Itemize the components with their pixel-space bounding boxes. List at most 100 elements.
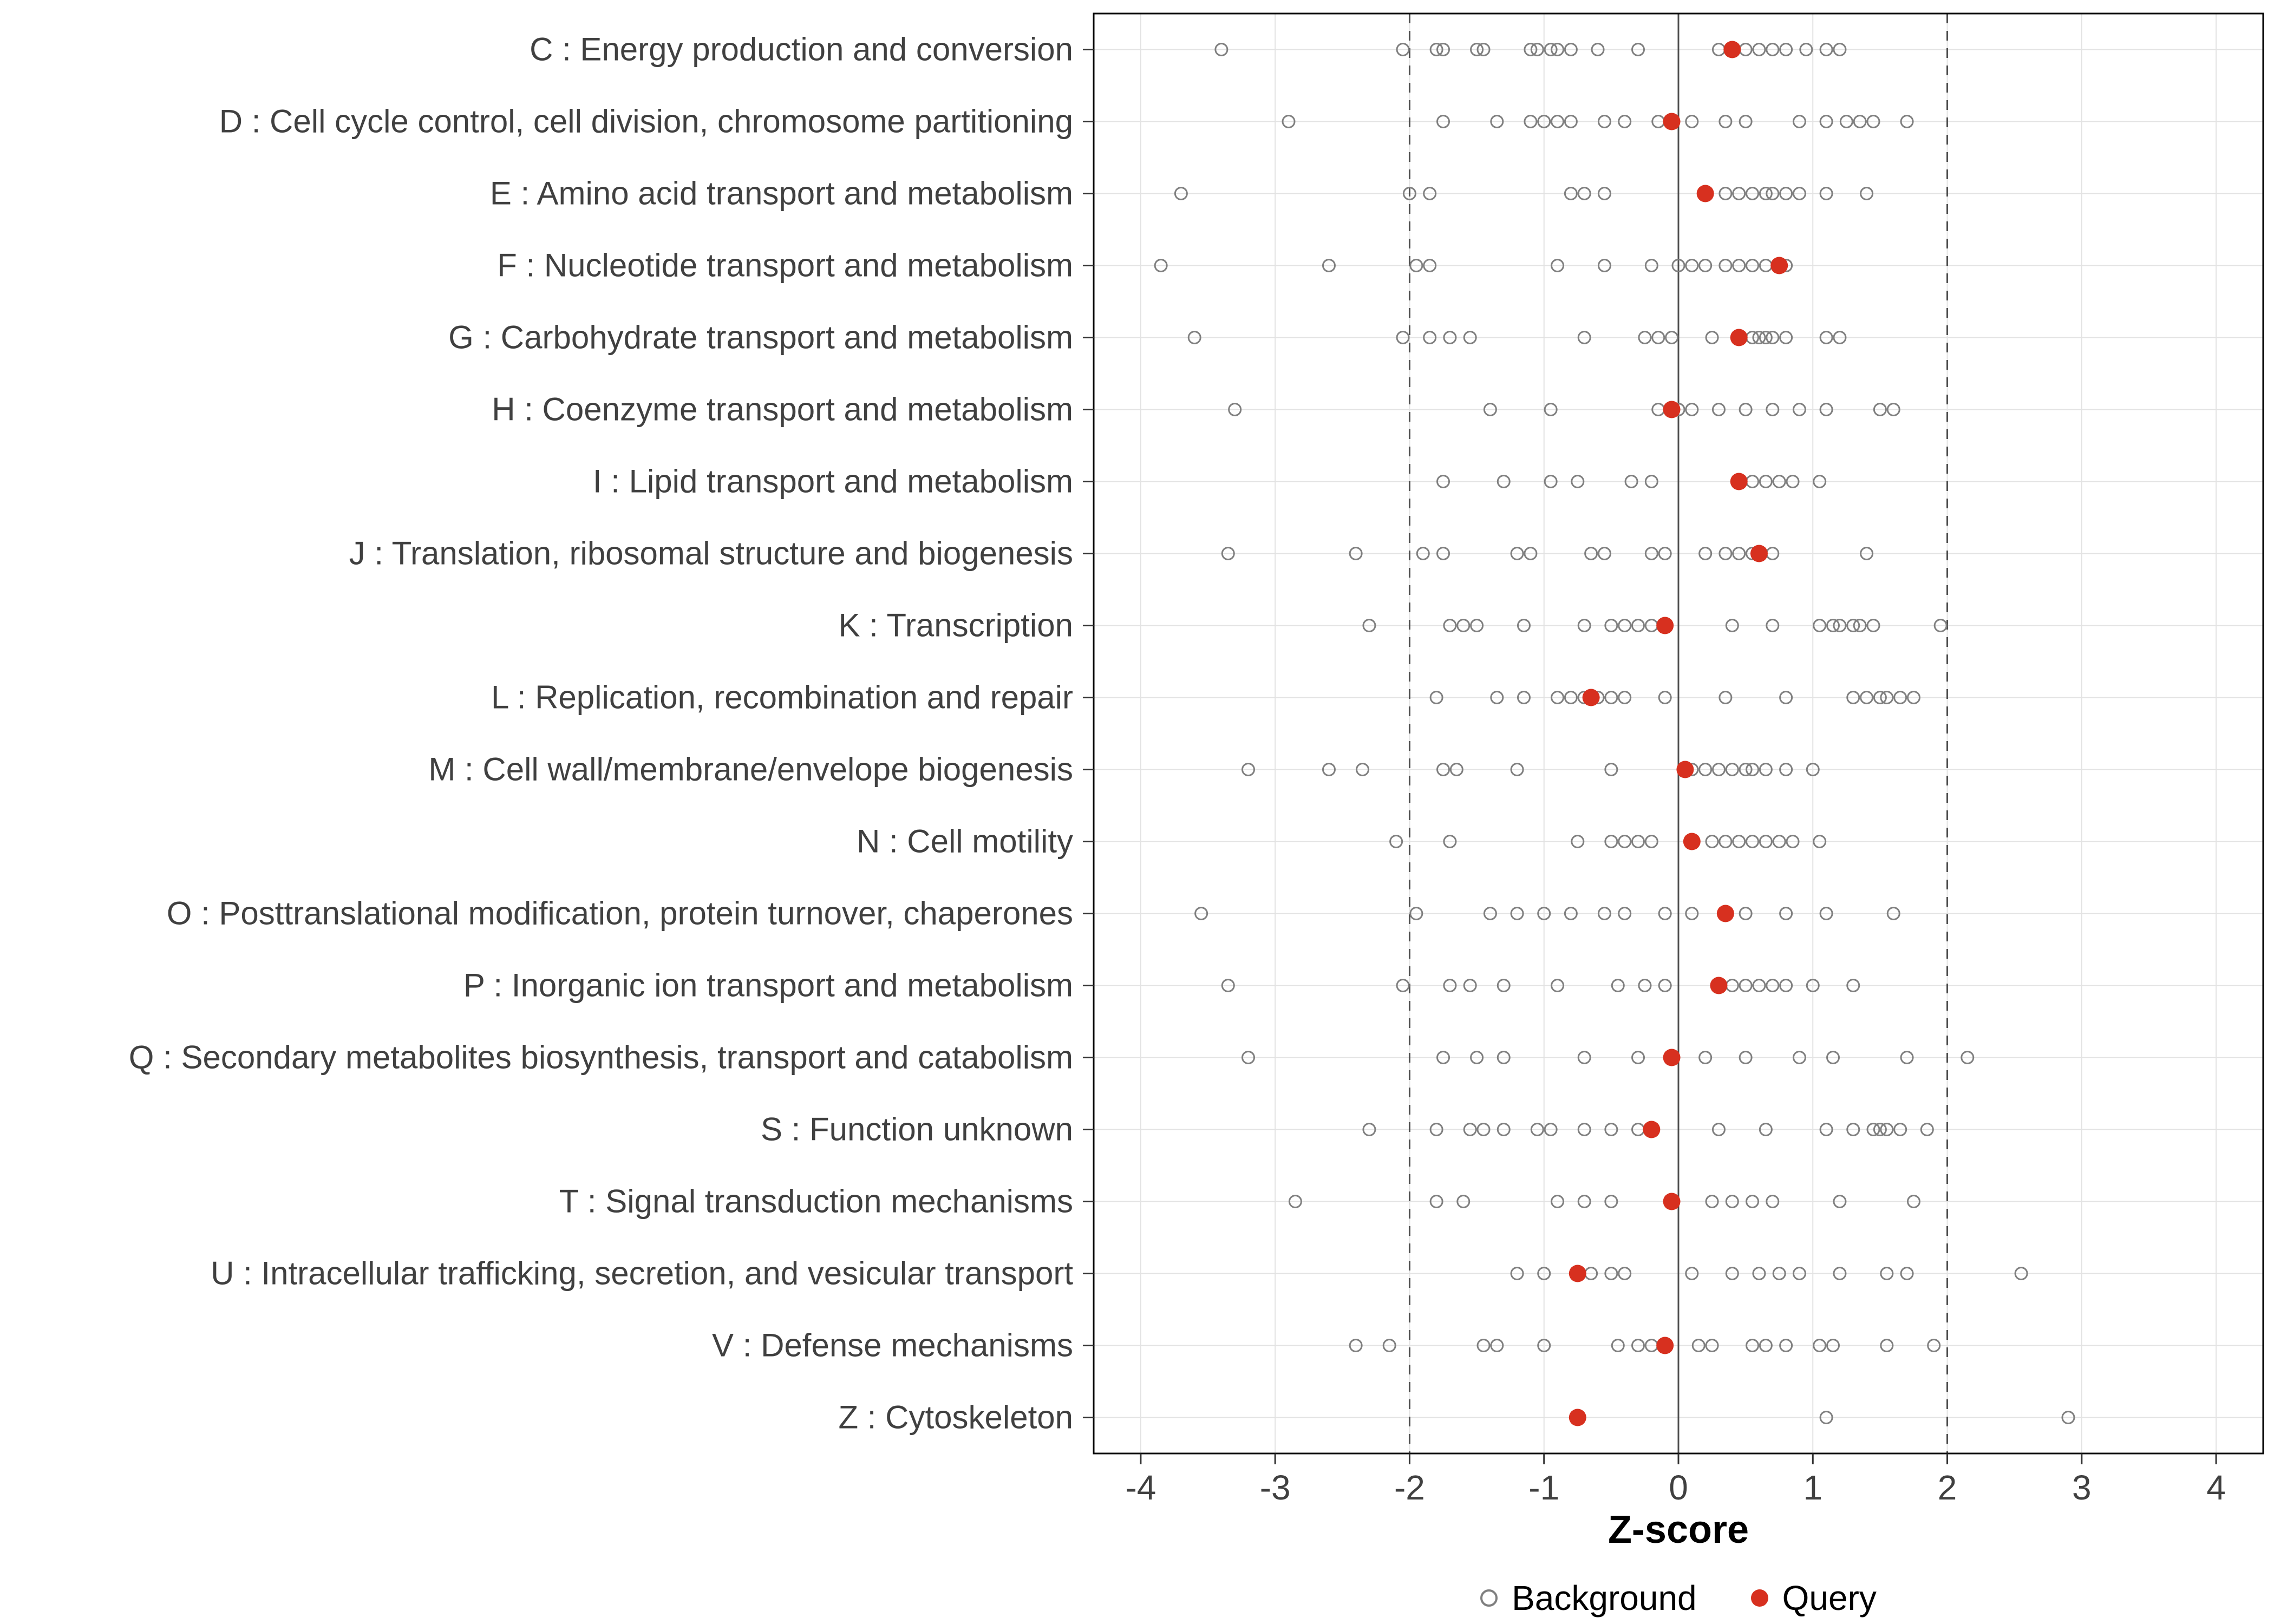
background-point: [1429, 691, 1443, 704]
background-point: [1906, 691, 1920, 704]
background-point: [1490, 691, 1504, 704]
background-point: [1833, 619, 1847, 632]
background-point: [1718, 115, 1733, 128]
background-point: [1766, 187, 1780, 200]
background-point: [1685, 907, 1699, 920]
background-point: [1732, 835, 1746, 848]
background-point: [1597, 115, 1611, 128]
background-point: [1779, 43, 1793, 56]
background-point: [1819, 1123, 1833, 1136]
background-point: [1732, 259, 1746, 272]
background-point: [1591, 43, 1605, 56]
background-point: [1873, 691, 1887, 704]
background-point: [2014, 1267, 2028, 1280]
background-point: [1759, 1123, 1773, 1136]
background-point: [1718, 259, 1733, 272]
background-point: [1927, 1339, 1941, 1352]
background-point: [1604, 1123, 1618, 1136]
background-point: [1396, 979, 1410, 992]
y-axis-category-label: G : Carbohydrate transport and metabolis…: [448, 319, 1073, 356]
background-point: [1732, 547, 1746, 560]
background-point: [1423, 331, 1437, 344]
background-point: [1746, 187, 1760, 200]
query-point: [1750, 545, 1768, 562]
background-point: [1933, 619, 1948, 632]
background-point: [1510, 763, 1524, 776]
background-point: [1705, 835, 1719, 848]
y-axis-category-label: L : Replication, recombination and repai…: [491, 679, 1073, 716]
background-point: [1873, 403, 1887, 416]
background-point: [1766, 43, 1780, 56]
y-axis-category-label: Q : Secondary metabolites biosynthesis, …: [129, 1039, 1073, 1076]
background-point: [1443, 619, 1457, 632]
background-point: [1886, 403, 1900, 416]
background-point: [1409, 907, 1423, 920]
background-point: [1443, 979, 1457, 992]
background-point: [1860, 691, 1874, 704]
background-point: [1584, 547, 1598, 560]
y-axis-category-label: C : Energy production and conversion: [530, 31, 1073, 68]
background-point: [1746, 1195, 1760, 1208]
background-point: [1826, 619, 1840, 632]
y-axis-category-label: H : Coenzyme transport and metabolism: [492, 391, 1073, 428]
background-point: [1792, 115, 1806, 128]
background-point: [1746, 1339, 1760, 1352]
background-point: [1725, 763, 1739, 776]
background-point: [1436, 43, 1450, 56]
background-point: [1436, 475, 1450, 488]
background-point: [1241, 1051, 1256, 1064]
background-point: [1839, 115, 1853, 128]
background-point: [1577, 187, 1591, 200]
legend-item-background: Background: [1480, 1578, 1697, 1618]
query-point: [1643, 1121, 1661, 1138]
background-point: [1698, 763, 1713, 776]
background-point: [1866, 115, 1880, 128]
background-point: [1604, 691, 1618, 704]
background-point: [1631, 1051, 1645, 1064]
background-point: [1463, 979, 1477, 992]
legend-label-background: Background: [1512, 1579, 1697, 1618]
background-point: [1806, 979, 1820, 992]
background-point: [1779, 187, 1793, 200]
background-point: [1813, 475, 1827, 488]
background-point: [1604, 619, 1618, 632]
background-point: [1658, 907, 1672, 920]
background-point: [1174, 187, 1188, 200]
background-point: [1718, 187, 1733, 200]
background-point: [1779, 1339, 1793, 1352]
background-point: [1961, 1051, 1975, 1064]
background-point: [1571, 475, 1585, 488]
background-point: [1906, 1195, 1920, 1208]
query-point: [1683, 833, 1701, 850]
background-point: [1752, 979, 1766, 992]
background-point: [1551, 979, 1565, 992]
background-point: [1544, 1123, 1558, 1136]
background-point: [1524, 547, 1538, 560]
background-point: [1490, 115, 1504, 128]
background-point: [1813, 619, 1827, 632]
x-axis-tick-label: 0: [1669, 1468, 1688, 1507]
background-point: [1551, 691, 1565, 704]
background-point: [1900, 115, 1914, 128]
background-point: [1732, 187, 1746, 200]
background-point: [1671, 259, 1685, 272]
background-point: [1746, 259, 1760, 272]
y-axis-category-label: J : Translation, ribosomal structure and…: [349, 535, 1073, 572]
background-point: [1597, 907, 1611, 920]
background-point: [1497, 979, 1511, 992]
background-point: [1739, 907, 1753, 920]
query-point: [1716, 905, 1734, 922]
background-point: [1611, 979, 1625, 992]
background-point: [1759, 835, 1773, 848]
background-point: [1846, 691, 1860, 704]
background-point: [1483, 403, 1497, 416]
y-axis-category-label: M : Cell wall/membrane/envelope biogenes…: [428, 751, 1073, 788]
background-point: [1638, 979, 1652, 992]
background-point: [1476, 1339, 1491, 1352]
background-point: [1530, 43, 1544, 56]
background-point: [1423, 187, 1437, 200]
background-point: [1819, 331, 1833, 344]
x-axis-tick-label: 4: [2206, 1468, 2226, 1507]
x-axis-tick-label: 2: [1938, 1468, 1957, 1507]
